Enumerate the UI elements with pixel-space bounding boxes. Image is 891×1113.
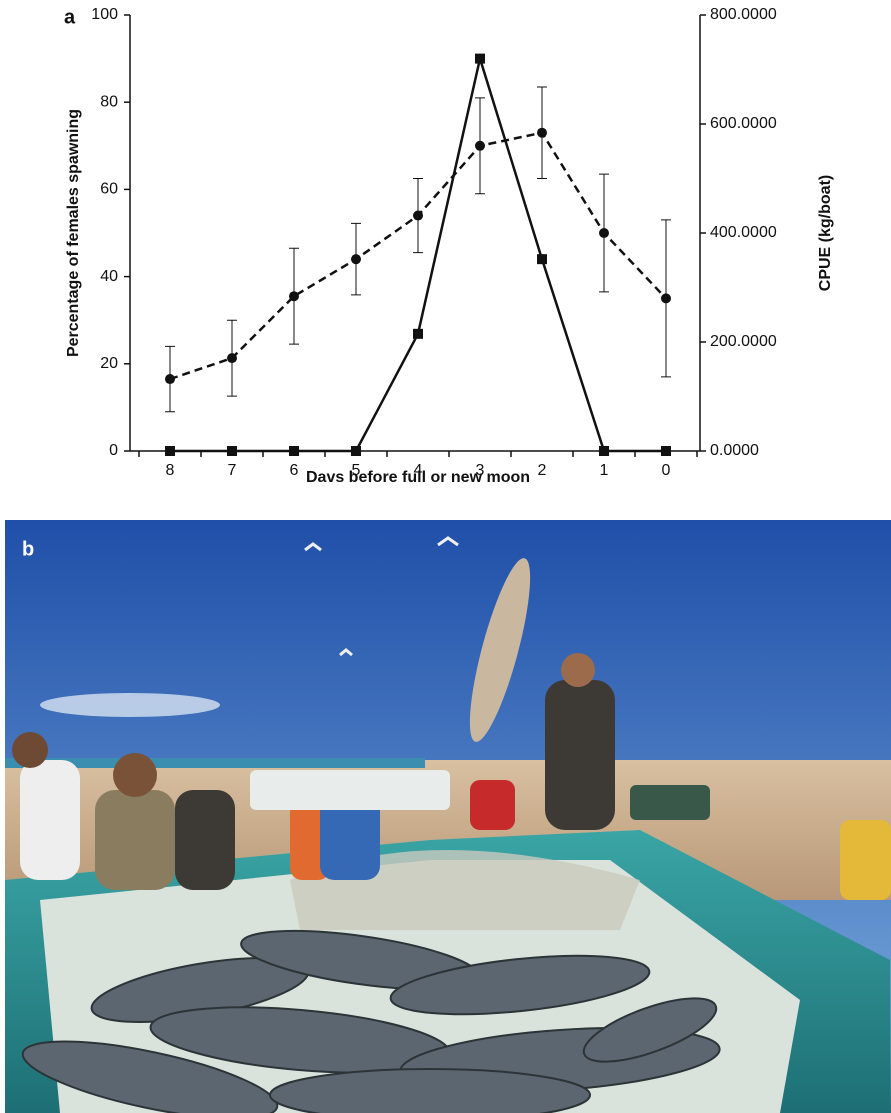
- series-line: [169, 131, 667, 381]
- x-tick-label: 7: [228, 462, 237, 479]
- x-tick-label: 1: [600, 462, 609, 479]
- marker: [289, 291, 299, 302]
- y-tick-label: 80: [100, 93, 118, 110]
- y-tick-label: 100: [91, 6, 118, 23]
- y2-tick-label: 0.0000: [710, 442, 759, 459]
- x-tick-label: 0: [662, 462, 671, 479]
- y-tick-label: 40: [100, 268, 118, 285]
- y-tick-label: 0: [109, 442, 118, 459]
- marker: [661, 446, 671, 456]
- y-tick-label: 60: [100, 181, 118, 198]
- marker: [289, 446, 299, 456]
- photo: b: [5, 520, 891, 1113]
- marker: [413, 210, 423, 221]
- marker: [661, 293, 671, 304]
- x-tick-label: 4: [414, 462, 423, 479]
- marker: [227, 446, 237, 456]
- y-axis-title: Percentage of females spawning: [65, 109, 82, 357]
- y-tick-label: 20: [100, 355, 118, 372]
- y2-tick-label: 200.0000: [710, 333, 777, 350]
- marker: [351, 446, 361, 456]
- marker: [599, 446, 609, 456]
- marker: [351, 254, 361, 265]
- marker: [475, 140, 485, 151]
- x-tick-label: 6: [290, 462, 299, 479]
- marker: [599, 228, 609, 238]
- x-axis-title: Davs before full or new moon: [306, 469, 530, 486]
- marker: [227, 353, 237, 364]
- y2-tick-label: 600.0000: [710, 115, 777, 132]
- marker: [475, 53, 485, 64]
- marker: [165, 446, 175, 456]
- marker: [537, 127, 547, 138]
- x-tick-label: 5: [352, 462, 361, 479]
- x-tick-label: 3: [476, 462, 485, 479]
- series-line: [170, 53, 666, 453]
- marker: [165, 374, 175, 385]
- marker: [537, 254, 547, 265]
- marker: [413, 328, 423, 339]
- y2-tick-label: 800.0000: [710, 6, 777, 23]
- x-tick-label: 8: [166, 462, 175, 479]
- panel-label: b: [22, 538, 34, 560]
- y2-axis-title: CPUE (kg/boat): [817, 175, 834, 291]
- y2-tick-label: 400.0000: [710, 224, 777, 241]
- x-tick-label: 2: [538, 462, 547, 479]
- panel-label: a: [64, 6, 76, 28]
